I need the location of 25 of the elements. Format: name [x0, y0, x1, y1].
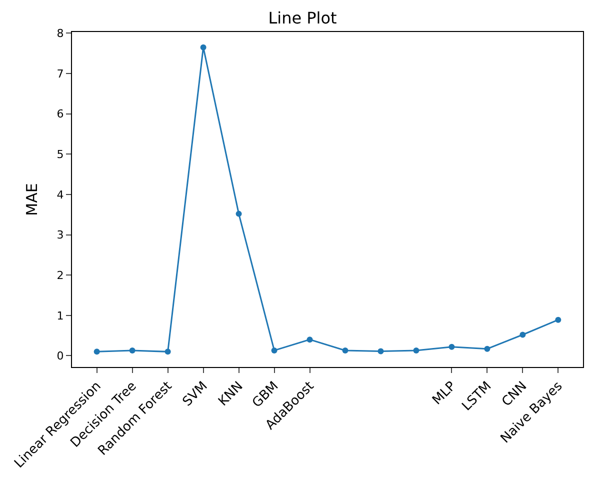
point [413, 347, 420, 354]
point [200, 44, 206, 50]
point [306, 336, 313, 343]
y-tick-label: 1 [56, 309, 64, 322]
chart-title: Line Plot [268, 8, 337, 28]
point [378, 348, 384, 354]
y-tick-label: 5 [56, 148, 64, 161]
y-tick-label: 2 [56, 268, 64, 282]
point [94, 348, 100, 355]
point [555, 316, 562, 323]
point [484, 346, 490, 352]
point [448, 344, 455, 350]
point [129, 347, 136, 354]
y-tick-label: 7 [56, 67, 64, 80]
y-axis-title: MAE [23, 183, 42, 216]
point [520, 332, 526, 338]
point [342, 347, 348, 354]
point [271, 347, 278, 354]
y-tick-label: 6 [56, 108, 64, 121]
y-tick-label: 4 [56, 188, 64, 202]
point [164, 348, 171, 355]
y-tick-label: 3 [56, 228, 64, 242]
y-tick-label: 8 [56, 27, 64, 40]
y-tick-label: 0 [56, 350, 64, 363]
point [236, 210, 242, 217]
